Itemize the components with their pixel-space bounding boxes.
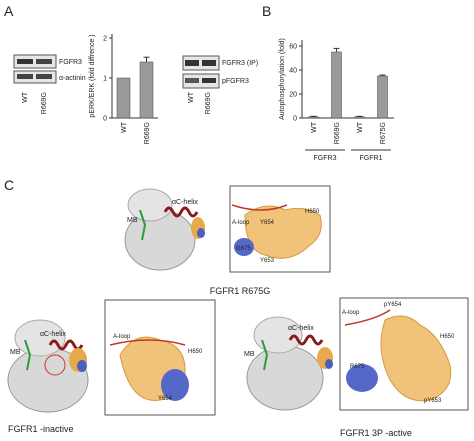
x-tick-label: WT <box>121 121 128 133</box>
bar <box>116 77 131 119</box>
inset-label: H650 <box>188 349 203 355</box>
bar <box>139 61 154 119</box>
structure-title: FGFR1 R675G <box>210 286 271 296</box>
bar <box>331 51 342 119</box>
panel-label: B <box>262 3 271 19</box>
inset-label: A-loop <box>342 310 360 316</box>
structure-title: FGFR1 3P -active <box>340 428 412 438</box>
blot-row-label: FGFR3 (IP) <box>222 60 258 67</box>
helix-label: αC-helix <box>288 325 314 332</box>
group-label: FGFR3 <box>314 155 337 162</box>
inset-label: pY654 <box>384 302 402 308</box>
y-tick-label: 20 <box>289 92 297 99</box>
x-tick-label: R669G <box>144 122 151 144</box>
helix-label: αC-helix <box>40 331 66 338</box>
y-tick-label: 0 <box>103 116 107 123</box>
inset-label: A-loop <box>232 220 250 226</box>
y-tick-label: 40 <box>289 68 297 75</box>
mb-label: MB <box>10 349 21 356</box>
mb-label: MB <box>244 351 255 358</box>
bar <box>354 116 365 119</box>
x-tick-label: WT <box>311 121 318 133</box>
y-axis-label: Autophosphorylation (fold) <box>279 38 286 120</box>
inset-label: Y654 <box>158 396 173 402</box>
helix-label: αC-helix <box>172 199 198 206</box>
lane-label: R669G <box>205 92 212 114</box>
y-tick-label: 2 <box>103 36 107 43</box>
lane-label: WT <box>22 91 29 103</box>
y-tick-label: 1 <box>103 76 107 83</box>
x-tick-label: R675G <box>380 122 387 144</box>
blot-row-label: pFGFR3 <box>222 78 249 85</box>
mb-label: MB <box>127 217 138 224</box>
panel-label: A <box>4 3 14 19</box>
bar <box>308 116 319 119</box>
inset-label: G675 <box>236 246 251 252</box>
inset-label: A-loop <box>113 334 131 340</box>
lane-label: WT <box>188 91 195 103</box>
x-tick-label: R669G <box>334 122 341 144</box>
inset-label: Y654 <box>260 220 275 226</box>
structure-title: FGFR1 -inactive <box>8 424 74 434</box>
y-tick-label: 60 <box>289 44 297 51</box>
inset-label: H650 <box>440 334 455 340</box>
lane-label: R669G <box>41 92 48 114</box>
blot: FGFR3 (IP) pFGFR3 WT R669G <box>182 55 258 114</box>
inset-label: Y653 <box>260 258 275 264</box>
bar <box>377 75 388 119</box>
group-label: FGFR1 <box>360 155 383 162</box>
structure: αC-helix MB A-loop pY654 H650 R675 pY653… <box>244 297 469 438</box>
y-tick-label: 0 <box>293 116 297 123</box>
x-tick-label: WT <box>357 121 364 133</box>
inset-label: R675 <box>350 364 365 370</box>
structure: αC-helix MB A-loop H650 Y654 FGFR1 -inac… <box>7 299 216 434</box>
blot-row-label: FGFR3 <box>59 59 82 66</box>
y-axis-label: pERK/ERK (fold diffrence ) <box>89 34 96 117</box>
panel-label: C <box>4 177 14 193</box>
structure: αC-helix MB A-loop Y654 H650 G675 Y653 F… <box>124 185 331 296</box>
blot-row-label: α-actinin <box>59 75 86 82</box>
inset-label: H650 <box>305 209 320 215</box>
inset-label: pY653 <box>424 398 442 404</box>
blot: FGFR3 α-actinin WT R669G <box>13 54 86 114</box>
